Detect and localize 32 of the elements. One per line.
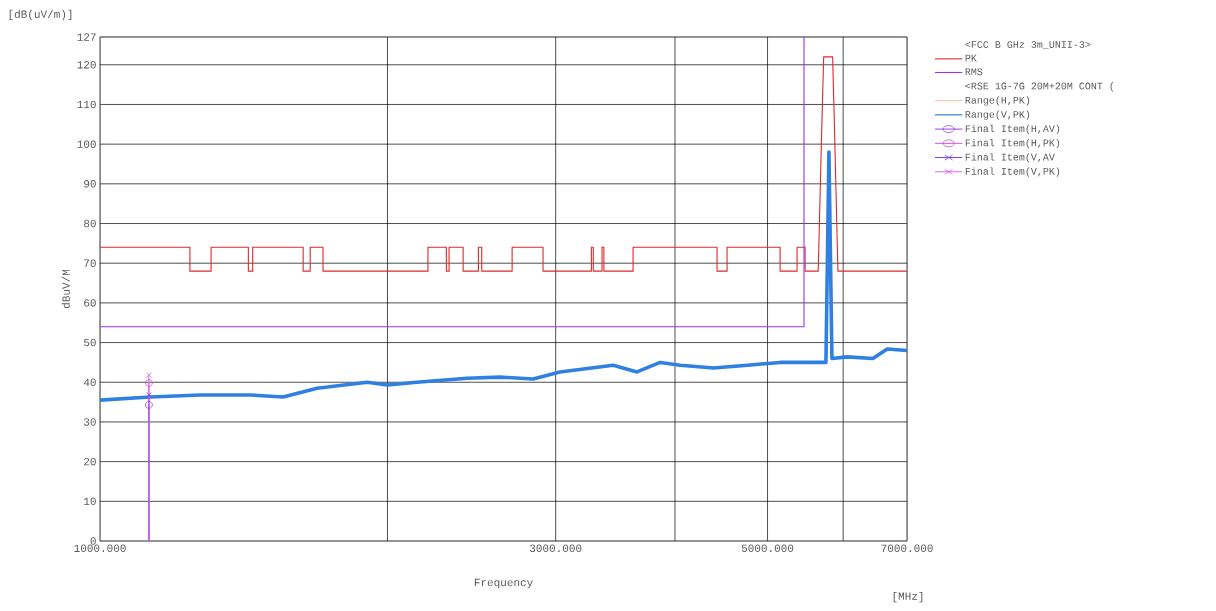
legend-label: Range(H,PK)	[965, 96, 1030, 106]
legend-label: PK	[965, 54, 977, 62]
text: [dB(uV/m)]	[9, 9, 72, 21]
legend-label: Final Item(H,AV)	[965, 124, 1060, 135]
y-tick-label: 110	[77, 100, 96, 109]
legend-label: Final Item(V,PK)	[965, 167, 1060, 177]
x-tick-label: 7000.000	[881, 544, 933, 552]
y-tick-label: 70	[84, 259, 96, 267]
y-tick-label: 20	[84, 457, 96, 466]
y-tick-label: 30	[84, 418, 96, 426]
y-tick-label: 90	[84, 180, 96, 188]
text: [MHz]	[893, 591, 923, 603]
legend-label: RMS	[965, 68, 983, 76]
y-tick-label: 127	[77, 33, 96, 41]
text: <RSE 1G-7G 20M+20M CONT (	[965, 82, 1114, 92]
y-tick-label: 0	[90, 537, 96, 545]
y-tick-label: 40	[83, 378, 96, 386]
legend-label: Final Item(H,PK)	[965, 138, 1060, 149]
y-tick-label: 120	[77, 61, 96, 69]
x-axis-title: Frequency	[474, 578, 533, 589]
y-tick-label: 50	[84, 338, 96, 347]
legend-label: Final Item(V,AV	[965, 153, 1055, 163]
y-tick-label: 60	[84, 299, 96, 307]
x-tick-label: 3000.000	[529, 544, 582, 552]
legend-label: Range(V,PK)	[965, 110, 1030, 120]
x-tick-label: 1000.000	[74, 544, 126, 552]
y-tick-label: 100	[77, 140, 96, 148]
y-tick-label: 80	[84, 219, 96, 228]
text: <FCC B GHz 3m_UNII-3>	[965, 41, 1091, 49]
y-axis-title: dBuV/M	[61, 269, 70, 309]
y-tick-label: 10	[84, 497, 96, 506]
x-tick-label: 5000.000	[741, 544, 794, 552]
